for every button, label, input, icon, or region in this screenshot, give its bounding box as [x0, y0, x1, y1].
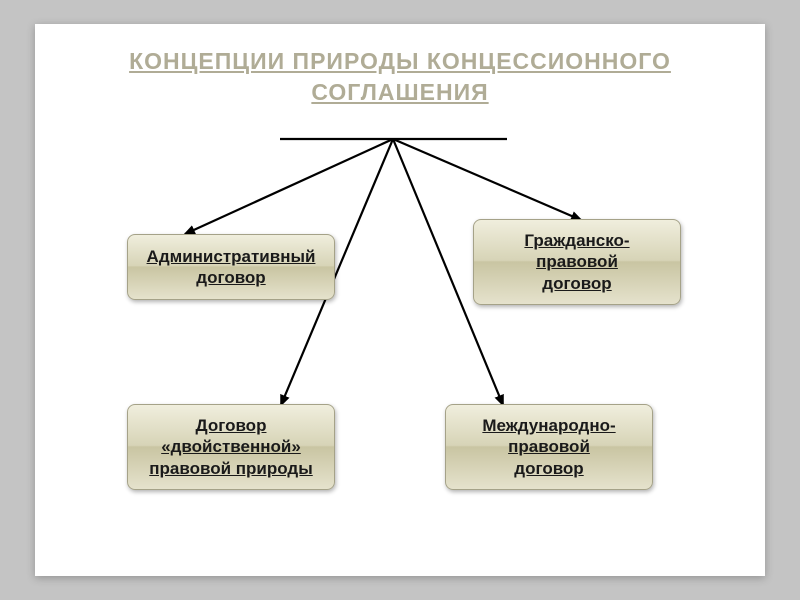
node-label: Международно-правовойдоговор: [482, 415, 615, 479]
diagram-card: КОНЦЕПЦИИ ПРИРОДЫ КОНЦЕССИОННОГО СОГЛАШЕ…: [35, 24, 765, 576]
node-intl: Международно-правовойдоговор: [445, 404, 653, 490]
diagram-title: КОНЦЕПЦИИ ПРИРОДЫ КОНЦЕССИОННОГО СОГЛАШЕ…: [35, 24, 765, 118]
node-label: Гражданско-правовойдоговор: [524, 230, 629, 294]
node-civil: Гражданско-правовойдоговор: [473, 219, 681, 305]
edge-0: [185, 139, 393, 234]
node-label: Административный договор: [140, 246, 322, 289]
edge-1: [393, 139, 581, 220]
node-label: Договор «двойственной» правовой природы: [140, 415, 322, 479]
node-dual: Договор «двойственной» правовой природы: [127, 404, 335, 490]
node-admin: Административный договор: [127, 234, 335, 300]
